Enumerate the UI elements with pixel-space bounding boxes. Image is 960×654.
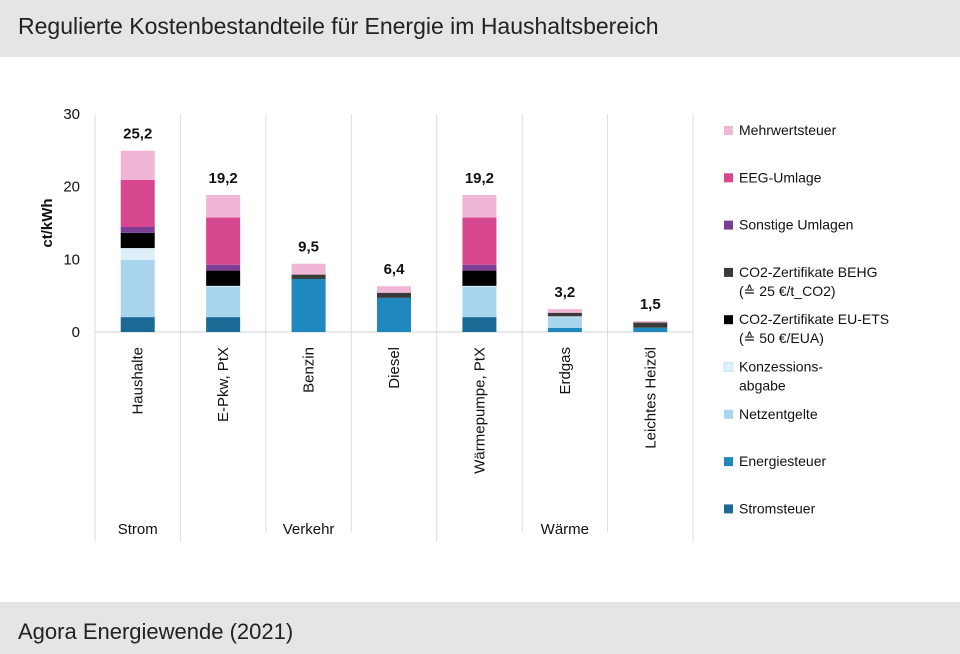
category-label: Diesel: [386, 347, 403, 389]
bar-segment: [120, 226, 155, 233]
legend-swatch: [724, 457, 733, 467]
legend-label-line2: abgabe: [739, 378, 786, 394]
category-label: Haushalte: [130, 347, 147, 415]
bar-segment: [633, 327, 668, 332]
bar-segment: [291, 278, 326, 332]
total-label: 19,2: [465, 170, 494, 187]
legend-swatch: [724, 409, 733, 419]
bar-segment: [120, 317, 155, 332]
category-label: E-Pkw, PtX: [215, 347, 232, 422]
bar-segment: [120, 259, 155, 318]
total-label: 25,2: [123, 126, 152, 143]
bar-segment: [633, 321, 668, 323]
y-tick-label: 30: [63, 106, 80, 123]
bar-segment: [120, 150, 155, 180]
bar-segment: [206, 217, 241, 265]
bar-segment: [377, 297, 411, 332]
bar-segment: [206, 317, 241, 332]
legend-label: CO2-Zertifikate EU-ETS: [739, 311, 889, 327]
chart-panel: 0 10 20 30 ct/kWh 25,2 Haushalte 19,2 E-Pkw, PtX…: [0, 62, 960, 598]
category-label: Leichtes Heizöl: [642, 347, 659, 449]
category-label: Wärmepumpe, PtX: [471, 347, 488, 474]
bar-segment: [120, 179, 155, 227]
legend-swatch: [724, 504, 733, 514]
bar-segment: [206, 286, 241, 318]
stacked-bar-chart: 0 10 20 30 ct/kWh 25,2 Haushalte 19,2 E-Pkw, PtX…: [39, 106, 889, 542]
legend-swatch: [723, 362, 734, 372]
bar-segment: [547, 312, 582, 317]
bar-segment: [462, 195, 497, 218]
total-label: 1,5: [640, 296, 661, 313]
legend-swatch: [724, 267, 733, 277]
group-label: Wärme: [541, 521, 589, 538]
chart-area: 0 10 20 30 ct/kWh 25,2 Haushalte 19,2 E-Pkw, PtX…: [0, 62, 960, 598]
category-label: Benzin: [301, 347, 318, 393]
bar-segment: [462, 286, 497, 318]
legend-label: Netzentgelte: [739, 406, 818, 422]
legend-label: Energiesteuer: [739, 453, 827, 469]
legend-label-line2: (≙ 25 €/t_CO2): [739, 283, 836, 299]
bar-segment: [462, 317, 497, 332]
y-tick-label: 10: [63, 251, 80, 268]
bar-segment: [462, 264, 497, 271]
bar-segment: [547, 309, 582, 313]
legend-label: CO2-Zertifikate BEHG: [739, 264, 877, 280]
bar-segment: [206, 195, 241, 218]
total-label: 9,5: [298, 239, 319, 256]
group-label: Verkehr: [283, 521, 335, 538]
bar-segment: [120, 248, 155, 260]
bar-segment: [462, 217, 497, 265]
category-label: Erdgas: [557, 347, 574, 395]
bar-segment: [462, 270, 497, 286]
source-bar: Agora Energiewende (2021): [0, 602, 960, 654]
chart-title: Regulierte Kostenbestandteile für Energi…: [18, 13, 659, 39]
group-label: Strom: [118, 521, 158, 538]
bar-segment: [462, 285, 497, 287]
legend-swatch: [724, 173, 733, 183]
total-label: 3,2: [554, 284, 575, 301]
y-axis-label: ct/kWh: [39, 198, 56, 247]
total-label: 6,4: [384, 261, 406, 278]
source-label: Agora Energiewende (2021): [18, 619, 294, 644]
bar-segment: [547, 316, 582, 318]
legend-swatch: [724, 220, 733, 230]
bar-segment: [206, 285, 241, 287]
bar-segment: [547, 317, 582, 329]
bar-segment: [206, 270, 241, 286]
legend-label: EEG-Umlage: [739, 169, 822, 185]
bar-segment: [291, 274, 326, 279]
legend-swatch: [724, 315, 733, 325]
legend-label: Sonstige Umlagen: [739, 217, 853, 233]
legend-label: Konzessions-: [739, 359, 823, 375]
bar-segment: [206, 264, 241, 271]
bar-segment: [120, 232, 155, 249]
bar-segment: [291, 263, 326, 275]
total-label: 19,2: [209, 170, 238, 187]
legend-label: Stromsteuer: [739, 500, 816, 516]
legend-label-line2: (≙ 50 €/EUA): [739, 330, 824, 346]
bar-segment: [547, 328, 582, 332]
legend-label: Mehrwertsteuer: [739, 122, 837, 138]
y-tick-label: 0: [72, 324, 80, 341]
bar-segment: [377, 292, 411, 298]
bar-segment: [377, 286, 411, 293]
y-tick-label: 20: [63, 179, 80, 196]
legend-swatch: [724, 126, 733, 135]
title-bar: Regulierte Kostenbestandteile für Energi…: [0, 0, 960, 57]
bar-segment: [633, 322, 668, 328]
